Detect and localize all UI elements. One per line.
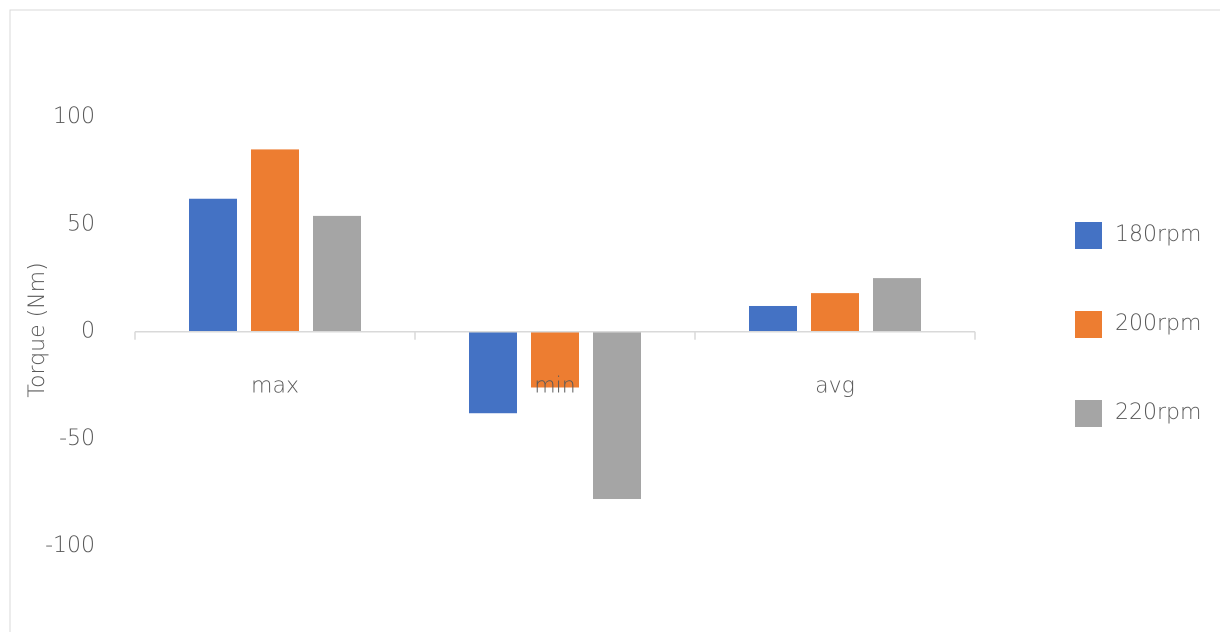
legend-label: 180rpm <box>1115 222 1201 247</box>
bar <box>189 199 237 332</box>
bar <box>251 149 299 331</box>
legend-label: 220rpm <box>1115 400 1201 425</box>
bar <box>469 332 517 414</box>
legend-swatch <box>1075 400 1102 427</box>
chart: Torque (Nm) -100 -50 0 50 100 180rpm 200rpm 220… <box>0 0 1220 632</box>
bar <box>811 293 859 332</box>
y-tick-label: 50 <box>67 211 95 236</box>
y-tick-label: 0 <box>81 319 95 344</box>
y-tick-label: -100 <box>45 533 95 558</box>
legend-swatch <box>1075 311 1102 338</box>
y-tick-label: 100 <box>53 104 95 129</box>
legend-swatch <box>1075 222 1102 249</box>
x-tick-label: min <box>534 374 576 399</box>
y-tick-label: -50 <box>59 426 95 451</box>
legend-label: 200rpm <box>1115 311 1201 336</box>
bar <box>873 278 921 332</box>
bar <box>313 216 361 332</box>
x-tick-label: avg <box>815 374 855 399</box>
bar <box>749 306 797 332</box>
bar <box>593 332 641 499</box>
y-axis-label: Torque (Nm) <box>25 262 50 397</box>
x-tick-label: max <box>251 374 299 399</box>
